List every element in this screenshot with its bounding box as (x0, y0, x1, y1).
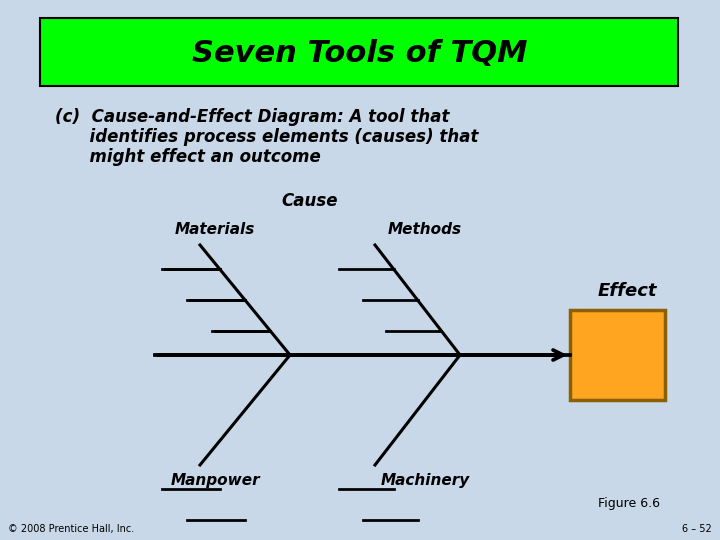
Text: Effect: Effect (598, 282, 657, 300)
Text: Cause: Cause (282, 192, 338, 210)
Text: © 2008 Prentice Hall, Inc.: © 2008 Prentice Hall, Inc. (8, 524, 134, 534)
Text: Manpower: Manpower (170, 473, 260, 488)
Text: Figure 6.6: Figure 6.6 (598, 497, 660, 510)
Text: Materials: Materials (175, 222, 255, 237)
Text: 6 – 52: 6 – 52 (683, 524, 712, 534)
Text: Machinery: Machinery (380, 473, 469, 488)
Bar (570, 310, 665, 400)
Bar (40, 18, 678, 86)
Text: Seven Tools of TQM: Seven Tools of TQM (192, 39, 528, 69)
Text: might effect an outcome: might effect an outcome (55, 148, 320, 166)
Text: Methods: Methods (388, 222, 462, 237)
Text: identifies process elements (causes) that: identifies process elements (causes) tha… (55, 128, 479, 146)
Text: (c)  Cause-and-Effect Diagram: A tool that: (c) Cause-and-Effect Diagram: A tool tha… (55, 108, 449, 126)
